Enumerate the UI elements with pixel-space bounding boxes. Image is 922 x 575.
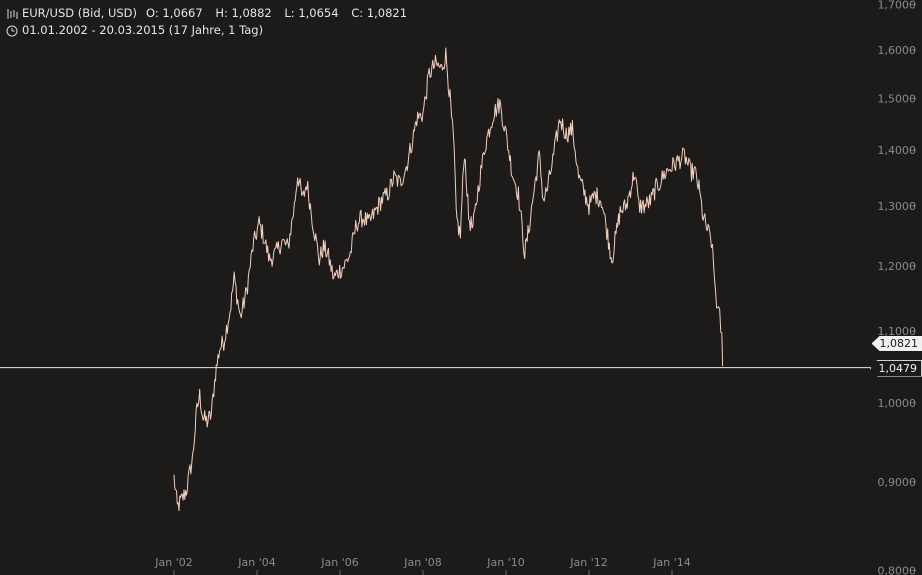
chart-type-icon[interactable] xyxy=(6,8,18,20)
x-tick-label: Jan '04 xyxy=(237,556,275,569)
clock-icon xyxy=(6,25,18,37)
y-tick-label: 1,0000 xyxy=(878,397,917,410)
chart-header: EUR/USD (Bid, USD) O: 1,0667 H: 1,0882 L… xyxy=(6,5,407,39)
y-tick-label: 0,8000 xyxy=(878,564,917,575)
instrument-label: EUR/USD (Bid, USD) xyxy=(22,6,138,20)
low-value: L: 1,0654 xyxy=(284,6,339,20)
price-line xyxy=(173,47,724,512)
price-series xyxy=(173,47,724,512)
range-row: 01.01.2002 - 20.03.2015 (17 Jahre, 1 Tag… xyxy=(6,22,407,39)
open-value: O: 1,0667 xyxy=(146,6,203,20)
date-range-label: 01.01.2002 - 20.03.2015 (17 Jahre, 1 Tag… xyxy=(22,23,264,37)
y-tick-label: 1,3000 xyxy=(878,200,917,213)
x-tick-label: Jan '12 xyxy=(569,556,607,569)
y-tick-label: 1,6000 xyxy=(878,44,917,57)
y-tick-label: 1,2000 xyxy=(878,260,917,273)
x-tick-label: Jan '02 xyxy=(154,556,192,569)
close-value: C: 1,0821 xyxy=(351,6,408,20)
y-tick-label: 1,5000 xyxy=(878,92,917,105)
x-tick-label: Jan '10 xyxy=(486,556,524,569)
ohlc-values: O: 1,0667 H: 1,0882 L: 1,0654 C: 1,0821 xyxy=(137,5,407,22)
y-tick-label: 1,4000 xyxy=(878,144,917,157)
y-axis: 1,7000 1,6000 1,5000 1,4000 1,3000 1,2000 1,10… xyxy=(878,0,917,575)
ohlc-row: EUR/USD (Bid, USD) O: 1,0667 H: 1,0882 L… xyxy=(6,5,407,22)
crosshair-price-tag: 1,0479 xyxy=(869,359,922,377)
high-value: H: 1,0882 xyxy=(215,6,272,20)
x-tick-label: Jan '14 xyxy=(652,556,690,569)
y-tick-label: 1,1000 xyxy=(878,325,917,338)
y-tick-label: 0,9000 xyxy=(878,476,917,489)
x-tick-label: Jan '06 xyxy=(320,556,358,569)
y-tick-label: 1,7000 xyxy=(878,0,917,11)
last-price-tag: 1,0821 xyxy=(871,336,922,352)
x-axis: Jan '02 Jan '04 Jan '06 Jan '08 Jan '10 Jan '… xyxy=(154,556,691,575)
x-tick-label: Jan '08 xyxy=(403,556,441,569)
